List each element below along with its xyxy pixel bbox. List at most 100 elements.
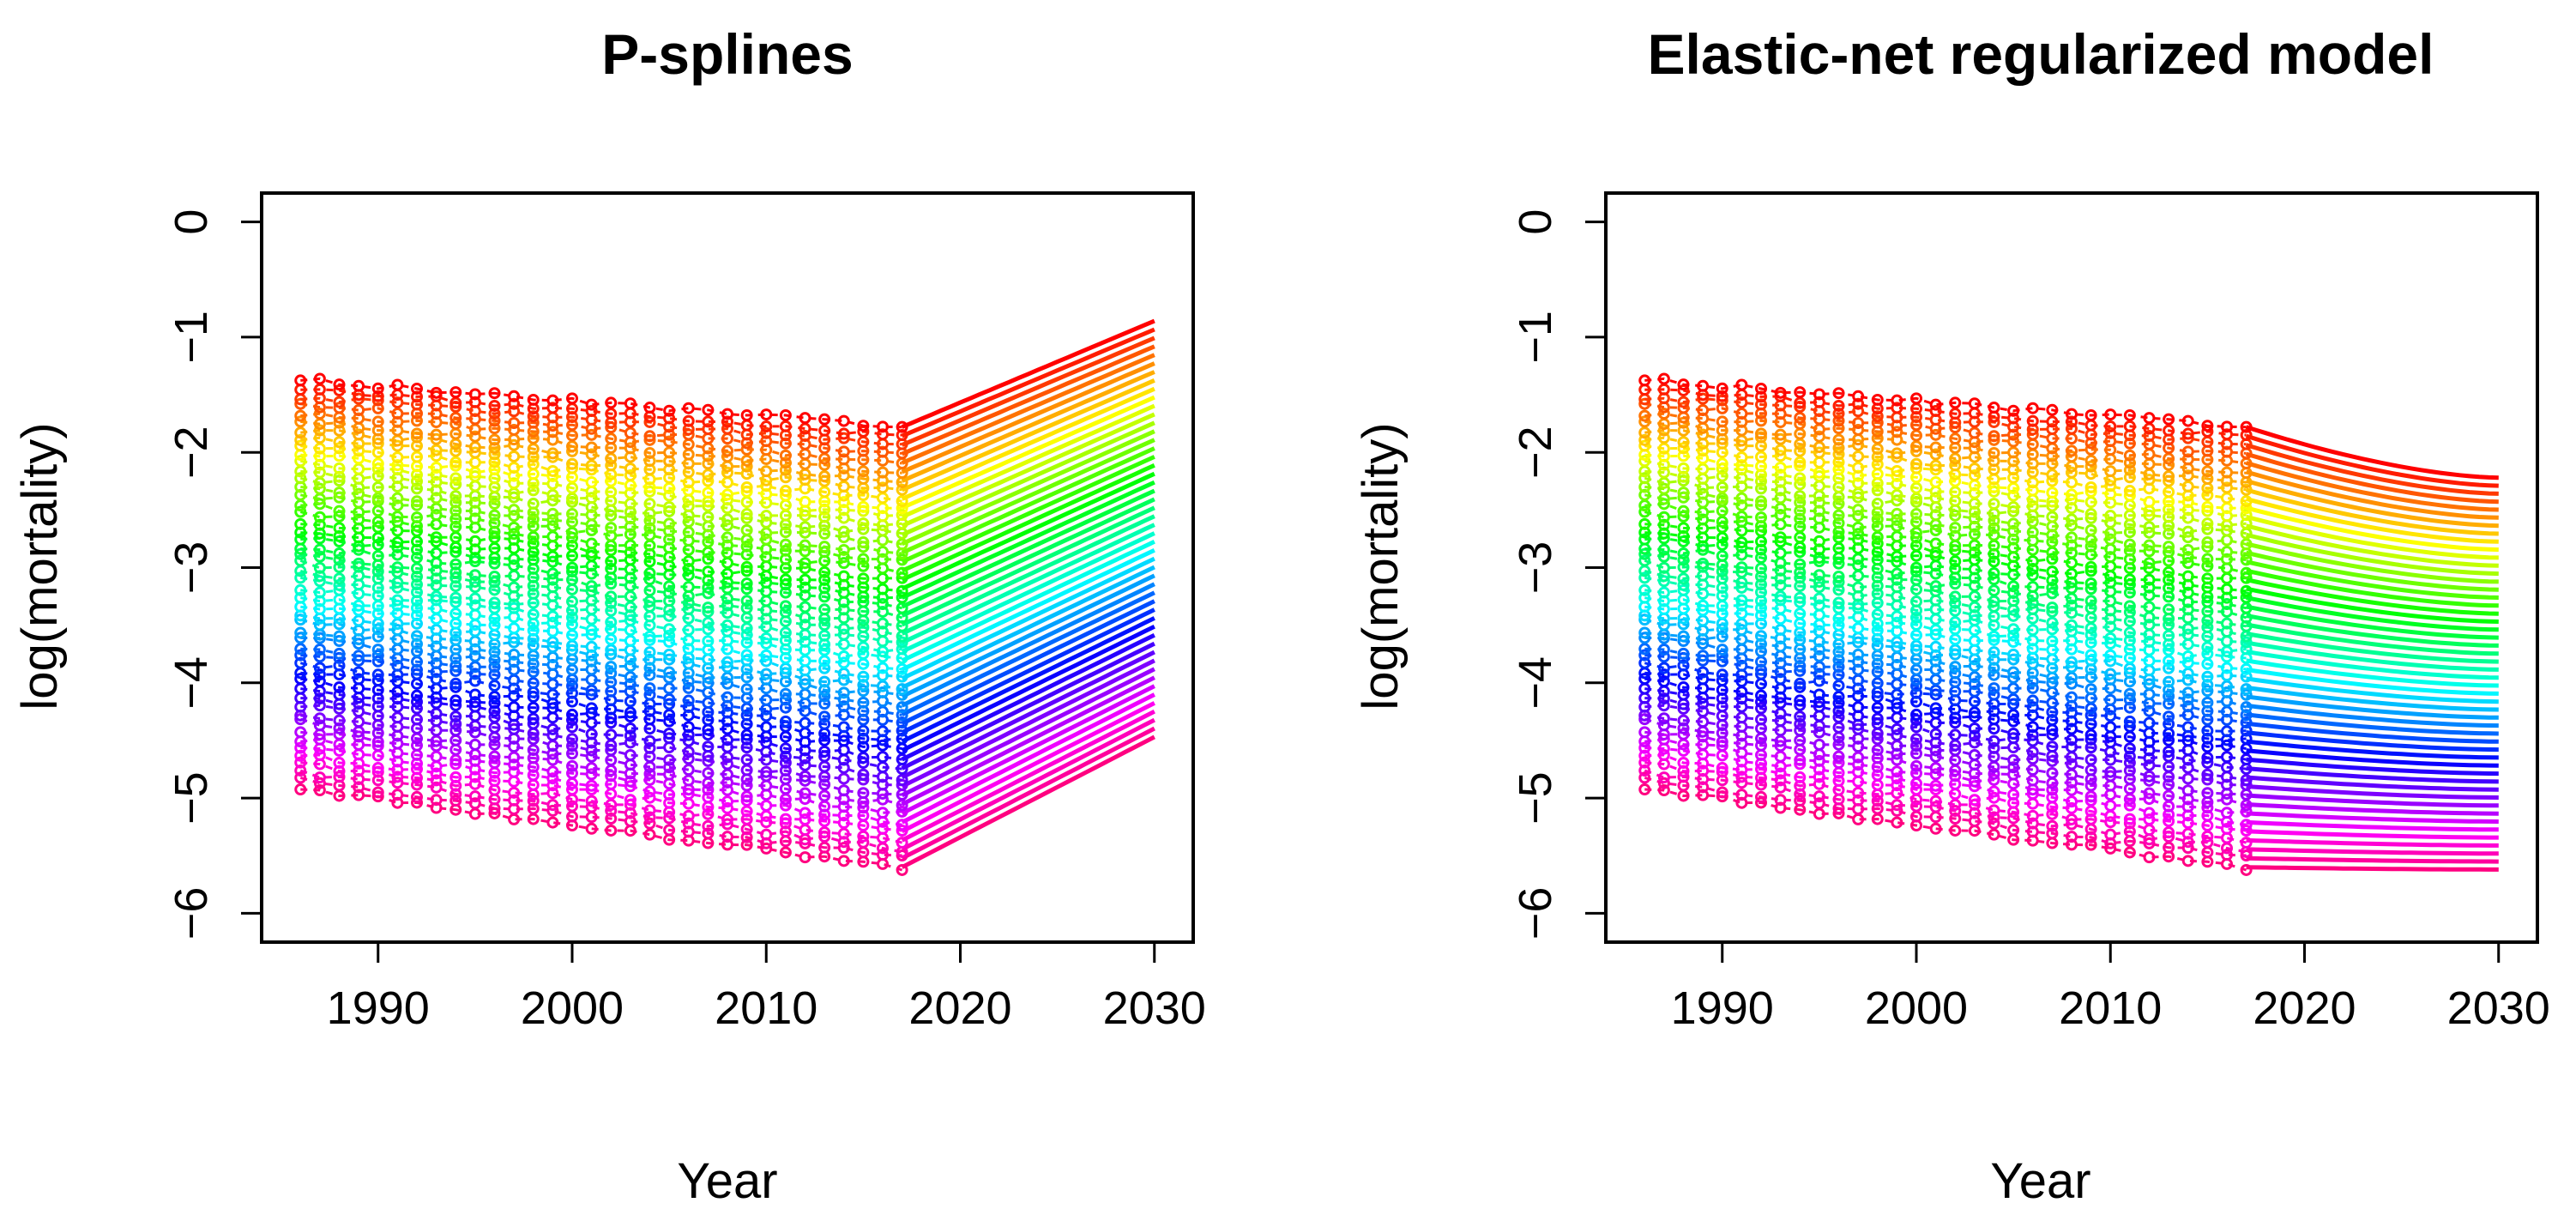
observed-point <box>605 396 618 409</box>
observed-point <box>411 414 423 427</box>
observed-point <box>1832 399 1845 412</box>
observed-point <box>2046 487 2059 499</box>
age-series-observed-line <box>300 428 902 484</box>
observed-point <box>1988 785 2000 798</box>
observed-point <box>566 759 578 772</box>
age-series-observed-line <box>300 553 903 620</box>
observed-point <box>837 570 850 583</box>
observed-point <box>294 632 307 644</box>
observed-point <box>546 804 559 817</box>
observed-point <box>2046 623 2059 636</box>
observed-point <box>1929 441 1942 454</box>
observed-point <box>721 838 733 851</box>
observed-point <box>391 378 404 391</box>
observed-point <box>2163 717 2175 730</box>
chart-title: Elastic-net regularized model <box>1648 22 2434 86</box>
observed-point <box>837 496 850 509</box>
age-series-forecast-line <box>901 335 1155 447</box>
observed-point <box>527 712 540 725</box>
observed-point <box>449 694 462 707</box>
observed-point <box>818 458 831 471</box>
plot-frame <box>1604 191 2539 944</box>
age-series-forecast-line <box>901 641 1155 771</box>
observed-point <box>508 416 521 429</box>
observed-point <box>2104 668 2117 680</box>
observed-point <box>449 677 462 690</box>
observed-point <box>2104 799 2117 812</box>
observed-point <box>1929 567 1942 580</box>
observed-point <box>546 514 559 527</box>
observed-point <box>1871 666 1884 679</box>
x-tick-label: 2030 <box>1103 982 1206 1034</box>
observed-point <box>2163 424 2175 437</box>
observed-point <box>1929 398 1942 411</box>
observed-point <box>1774 492 1787 505</box>
observed-point <box>1891 728 1903 741</box>
observed-point <box>527 553 540 566</box>
observed-point <box>1988 734 2000 747</box>
observed-point <box>371 538 384 551</box>
observed-point <box>527 530 540 543</box>
observed-point <box>1891 477 1903 490</box>
observed-point <box>313 575 326 588</box>
observed-point <box>1657 748 1670 761</box>
observed-point <box>468 430 481 443</box>
observed-point <box>1735 561 1748 574</box>
observed-point <box>411 713 423 726</box>
observed-point <box>1910 516 1922 529</box>
age-series-observed-points <box>294 765 908 858</box>
observed-point <box>449 386 462 399</box>
observed-point <box>877 662 889 674</box>
observed-point <box>2007 623 2020 636</box>
age-series-observed-line <box>300 420 902 474</box>
observed-point <box>1813 700 1825 713</box>
observed-point <box>508 740 521 753</box>
observed-point <box>2104 510 2117 523</box>
observed-point <box>2046 450 2059 462</box>
observed-point <box>1891 610 1903 623</box>
observed-point <box>1716 762 1728 775</box>
age-series-forecast-line <box>901 318 1155 429</box>
observed-point <box>468 643 481 656</box>
observed-point <box>2084 523 2097 536</box>
observed-point <box>1716 786 1728 799</box>
observed-point <box>702 565 715 578</box>
observed-point <box>2221 807 2233 819</box>
observed-point <box>1891 816 1903 829</box>
observed-point <box>1871 450 1884 463</box>
observed-point <box>1657 372 1670 385</box>
observed-point <box>1949 452 1962 465</box>
age-series-forecast-line <box>2246 775 2499 792</box>
observed-point <box>411 586 423 599</box>
observed-point <box>1871 513 1884 526</box>
observed-point <box>2181 453 2194 466</box>
observed-point <box>877 686 889 698</box>
observed-point <box>1657 719 1670 732</box>
observed-point <box>663 812 676 825</box>
age-series-forecast-line <box>901 701 1155 834</box>
age-series-forecast-line <box>901 488 1155 609</box>
observed-point <box>566 561 578 574</box>
observed-point <box>2143 589 2156 601</box>
age-series-forecast-line <box>901 344 1155 456</box>
observed-point <box>508 397 521 410</box>
observed-point <box>1871 432 1884 444</box>
observed-point <box>371 644 384 656</box>
age-series-observed-line <box>1644 618 2247 691</box>
age-series-observed-line <box>1644 412 2247 465</box>
observed-point <box>1657 668 1670 681</box>
observed-point <box>411 645 423 658</box>
observed-point <box>585 509 598 522</box>
observed-point <box>313 511 326 523</box>
age-series-forecast-line <box>2245 425 2499 481</box>
observed-point <box>488 517 501 529</box>
observed-point <box>566 740 578 753</box>
observed-point <box>1910 733 1922 746</box>
observed-point <box>2084 813 2097 825</box>
age-series-observed-points <box>1638 756 2253 849</box>
observed-point <box>2104 620 2117 633</box>
observed-point <box>508 636 521 649</box>
observed-point <box>1813 696 1825 709</box>
observed-point <box>1871 639 1884 652</box>
age-series-forecast-line <box>901 523 1155 645</box>
